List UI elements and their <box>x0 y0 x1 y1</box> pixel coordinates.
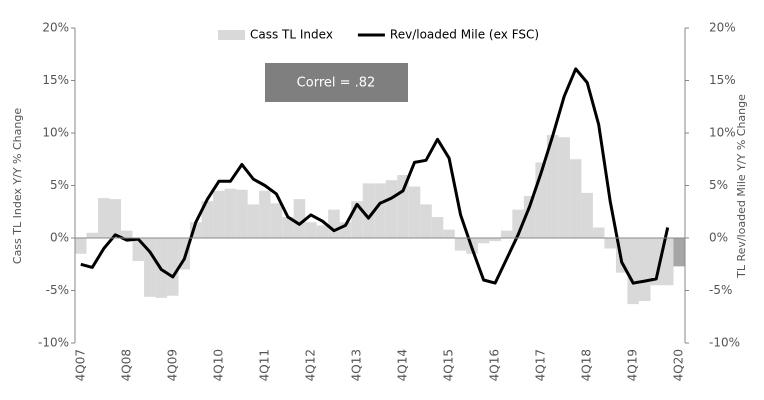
y2-tick-label: -5% <box>709 283 732 297</box>
bar <box>569 159 582 238</box>
bar <box>121 230 133 238</box>
bar <box>477 238 490 244</box>
y-tick-label: 5% <box>50 178 69 192</box>
bar <box>339 222 352 238</box>
y-tick-label: 20% <box>42 21 69 35</box>
bar <box>673 238 685 267</box>
bar <box>443 229 455 238</box>
y-tick-label: 0% <box>50 231 69 245</box>
bar <box>661 238 674 286</box>
x-tick-label: 4Q12 <box>303 349 317 381</box>
y-axis-label: Cass TL Index Y/Y % Change <box>11 108 24 264</box>
legend-swatch <box>218 30 245 40</box>
bar <box>638 238 651 301</box>
bar <box>408 186 421 238</box>
bar <box>75 238 87 254</box>
x-tick-label: 4Q07 <box>73 349 87 381</box>
bar <box>213 190 225 238</box>
x-tick-label: 4Q19 <box>626 349 640 381</box>
x-tick-label: 4Q14 <box>396 349 410 381</box>
bar <box>500 230 513 238</box>
bar <box>328 209 340 238</box>
bar <box>224 188 237 238</box>
bar <box>558 137 570 238</box>
annotation-box <box>265 63 408 102</box>
bars <box>75 135 685 305</box>
x-tick-label: 4Q20 <box>672 349 686 381</box>
annotation: Correl = .82 <box>297 76 376 91</box>
bar <box>535 162 547 238</box>
x-tick-label: 4Q16 <box>488 349 502 381</box>
x-tick-label: 4Q15 <box>442 349 456 381</box>
bar <box>282 217 294 238</box>
bar <box>178 238 191 270</box>
x-tick-label: 4Q09 <box>165 349 179 381</box>
bar <box>167 238 179 296</box>
bar <box>351 201 363 238</box>
bar <box>546 135 559 238</box>
bar <box>489 238 501 242</box>
bar <box>523 196 536 238</box>
bar <box>454 238 467 251</box>
y2-tick-label: 10% <box>709 126 736 140</box>
x-tick-label: 4Q13 <box>349 349 363 381</box>
y2-tick-label: 0% <box>709 231 728 245</box>
bar <box>259 190 271 238</box>
x-tick-label: 4Q11 <box>257 349 271 381</box>
y2-tick-label: 20% <box>709 21 736 35</box>
bar <box>397 175 409 238</box>
bar <box>420 204 432 238</box>
bar <box>316 225 329 238</box>
bar <box>592 227 605 238</box>
bar <box>86 232 99 238</box>
y2-tick-label: -10% <box>709 336 740 350</box>
bar <box>512 209 524 238</box>
legend-label: Cass TL Index <box>250 28 333 42</box>
bar <box>132 238 145 262</box>
x-tick-label: 4Q10 <box>211 349 225 381</box>
y2-tick-label: 5% <box>709 178 728 192</box>
line <box>80 67 670 285</box>
x-tick-label: 4Q18 <box>580 349 594 381</box>
y-tick-label: 10% <box>42 126 69 140</box>
bar <box>201 201 214 238</box>
bar <box>627 238 639 305</box>
bar <box>604 238 616 249</box>
bar <box>190 222 202 238</box>
bar <box>431 217 444 238</box>
y-tick-label: 15% <box>42 73 69 87</box>
bar <box>650 238 662 286</box>
bar <box>385 180 398 238</box>
bar <box>98 198 110 238</box>
bar <box>305 222 317 238</box>
bar <box>144 238 156 297</box>
y-tick-label: -10% <box>38 336 69 350</box>
bar <box>236 189 248 238</box>
bar <box>247 204 260 238</box>
bar <box>109 199 122 238</box>
bar <box>293 199 306 238</box>
x-tick-label: 4Q08 <box>119 349 133 381</box>
y2-axis-label: TL Rev/loaded Mile Y/Y % Change <box>735 94 748 279</box>
y2-tick-label: 15% <box>709 73 736 87</box>
x-tick-label: 4Q17 <box>534 349 548 381</box>
y-tick-label: -5% <box>46 283 69 297</box>
legend-label: Rev/loaded Mile (ex FSC) <box>390 28 539 42</box>
bar <box>362 183 375 238</box>
bar <box>374 183 386 238</box>
bar <box>581 192 593 238</box>
bar <box>270 203 283 238</box>
